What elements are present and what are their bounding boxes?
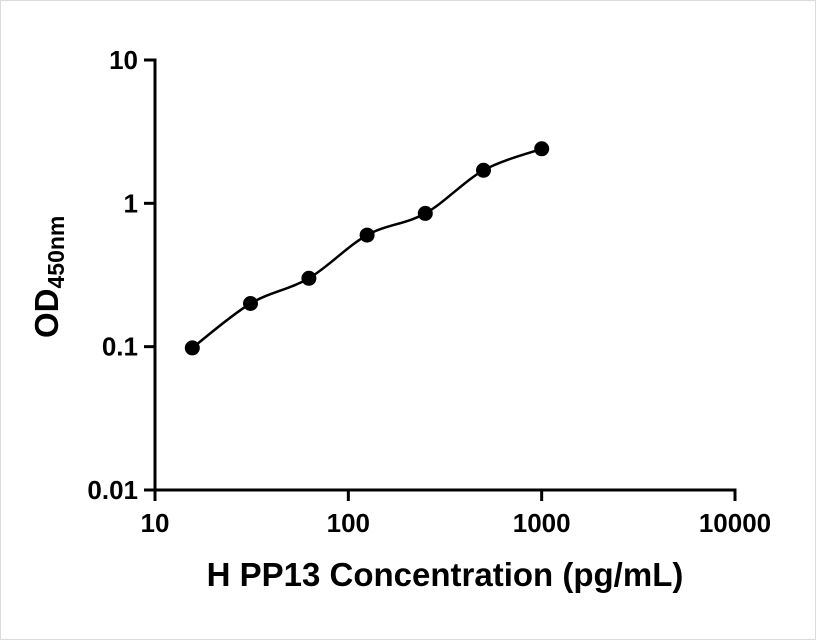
fit-curve: [191, 147, 543, 349]
y-axis-title-text: OD: [28, 288, 65, 339]
x-tick-label: 10000: [699, 508, 771, 538]
data-point: [534, 141, 550, 157]
x-tick-label: 100: [327, 508, 370, 538]
y-tick-label: 1: [124, 188, 138, 218]
y-tick-label: 0.01: [87, 475, 138, 505]
x-axis-title: H PP13 Concentration (pg/mL): [206, 556, 684, 593]
y-tick-label: 0.1: [102, 332, 138, 362]
x-tick-label: 10: [141, 508, 170, 538]
data-point: [243, 296, 258, 311]
y-axis-title-subscript: 450nm: [43, 215, 69, 289]
y-tick-label: 10: [109, 45, 138, 75]
data-point: [359, 227, 375, 243]
data-point: [184, 340, 200, 356]
data-point: [301, 270, 317, 286]
data-point: [417, 205, 433, 221]
x-tick-label: 1000: [513, 508, 571, 538]
data-point: [476, 162, 491, 178]
y-axis-title: OD450nm: [28, 216, 70, 338]
